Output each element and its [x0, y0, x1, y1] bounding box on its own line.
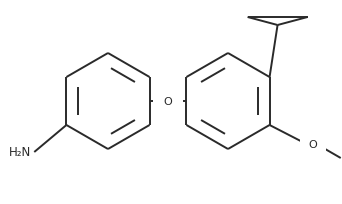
Text: O: O	[163, 96, 172, 106]
Text: O: O	[308, 139, 317, 149]
Text: H₂N: H₂N	[9, 146, 31, 159]
